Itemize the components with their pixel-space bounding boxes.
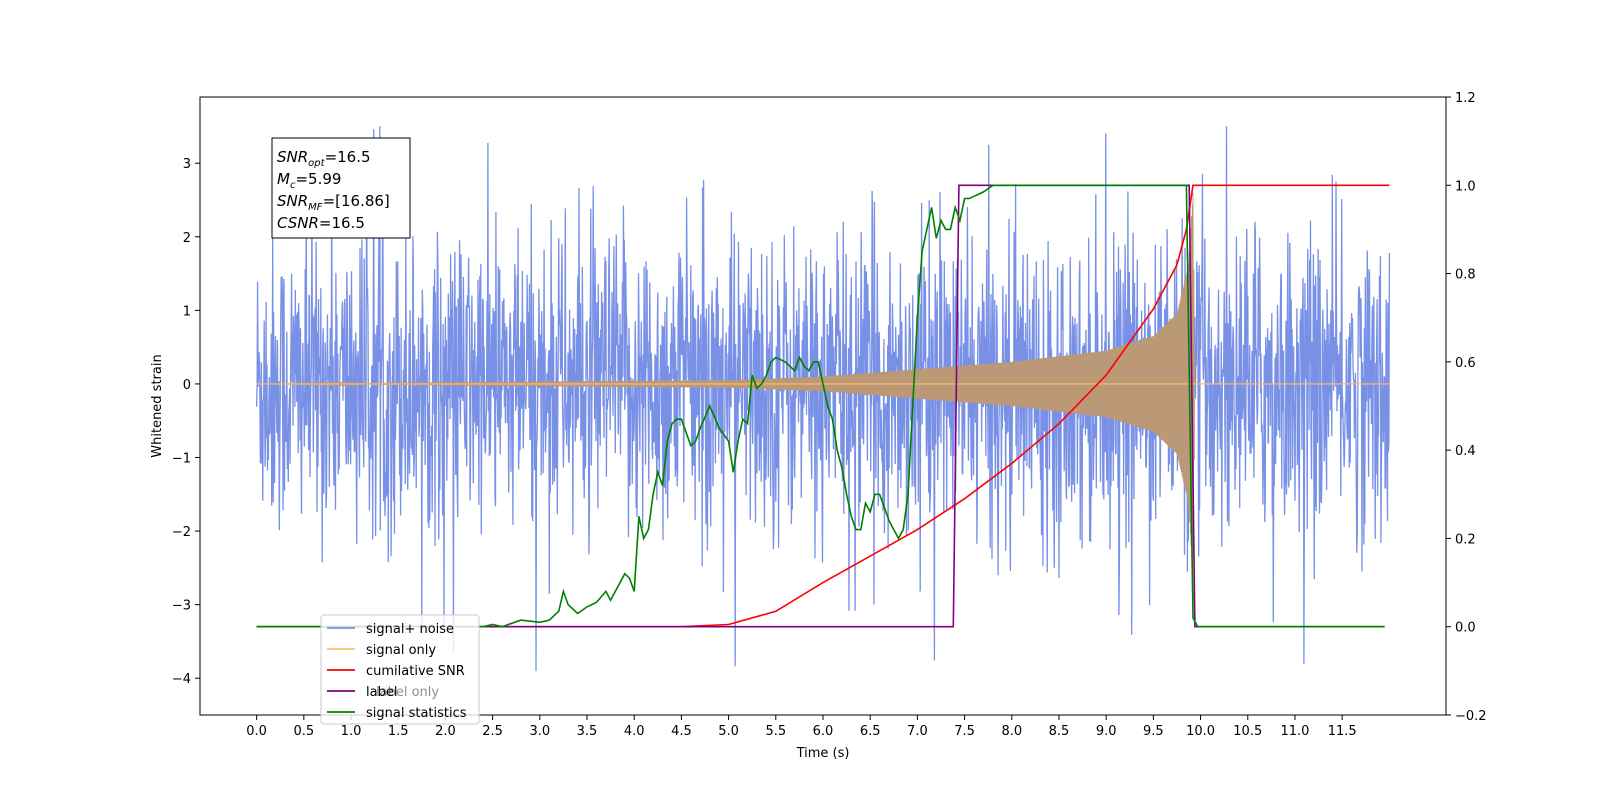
series-signal-statistics (256, 184, 1385, 628)
x-tick-label: 0.0 (246, 724, 267, 739)
y-tick-label-left: 2 (183, 231, 191, 246)
y-axis-label-left: Whitened strain (150, 354, 165, 457)
y-tick-label-left: −2 (172, 525, 191, 540)
y-tick-label-right: 1.0 (1455, 179, 1476, 194)
x-tick-label: 9.5 (1143, 724, 1164, 739)
x-tick-label: 1.0 (341, 724, 362, 739)
x-tick-label: 8.5 (1049, 724, 1070, 739)
x-tick-label: 11.5 (1328, 724, 1357, 739)
y-tick-label-right: 0.6 (1455, 356, 1476, 371)
x-tick-label: 2.0 (435, 724, 456, 739)
x-tick-label: 2.5 (482, 724, 503, 739)
annotation-line: Mc=5.99 (277, 170, 341, 191)
y-tick-label-right: 0.8 (1455, 268, 1476, 283)
annotation-line: SNRopt=16.5 (277, 148, 371, 169)
y-tick-label-right: 0.0 (1455, 621, 1476, 636)
plot-area (255, 126, 1391, 671)
x-tick-label: 4.5 (671, 724, 692, 739)
y-tick-label-right: 1.2 (1455, 91, 1476, 106)
x-tick-label: 11.0 (1280, 724, 1309, 739)
series-signal-noise (255, 126, 1391, 671)
y-tick-label-left: 1 (183, 304, 191, 319)
x-tick-label: 4.0 (624, 724, 645, 739)
x-tick-label: 10.0 (1186, 724, 1215, 739)
y-tick-label-left: 3 (183, 157, 191, 172)
legend-entry: label (366, 685, 397, 700)
y-tick-label-right: 0.2 (1455, 532, 1476, 547)
legend: signal+ noise signal only cumilative SNR la… (320, 614, 480, 725)
x-tick-label: 1.5 (388, 724, 409, 739)
x-tick-label: 6.0 (813, 724, 834, 739)
annotation-line: CSNR=16.5 (277, 214, 365, 232)
x-tick-label: 6.5 (860, 724, 881, 739)
x-tick-label: 3.5 (577, 724, 598, 739)
legend-entry: signal statistics (366, 706, 467, 721)
annotation-line: SNRMF=[16.86] (277, 192, 390, 213)
y-tick-label-left: −3 (172, 599, 191, 614)
y-tick-label-left: −4 (172, 672, 191, 687)
y-tick-label-right: 0.4 (1455, 444, 1476, 459)
legend-frame (320, 614, 480, 725)
x-tick-label: 0.5 (293, 724, 314, 739)
legend-entry: label only (376, 685, 439, 700)
axes: 0.0 0.5 1.0 1.5 2.0 2.5 3.0 3.5 4.0 4.5 5.0 5.5 6.0 6… (172, 91, 1487, 739)
x-tick-label: 8.0 (1001, 724, 1022, 739)
x-axis-label: Time (s) (796, 746, 850, 761)
x-tick-label: 7.5 (954, 724, 975, 739)
legend-entry: cumilative SNR (366, 664, 465, 679)
x-tick-label: 9.0 (1096, 724, 1117, 739)
series-cumulative-snr (256, 184, 1390, 628)
legend-entry: signal only (366, 643, 436, 658)
x-tick-label: 5.0 (718, 724, 739, 739)
y-tick-label-left: 0 (183, 378, 191, 393)
legend-entry: signal+ noise (366, 622, 454, 637)
x-tick-label: 5.5 (765, 724, 786, 739)
x-tick-label: 7.0 (907, 724, 928, 739)
x-tick-label: 10.5 (1233, 724, 1262, 739)
y-tick-label-right: −0.2 (1455, 709, 1487, 724)
y-tick-label-left: −1 (172, 452, 191, 467)
annotation-frame (271, 137, 411, 239)
x-tick-label: 3.0 (529, 724, 550, 739)
